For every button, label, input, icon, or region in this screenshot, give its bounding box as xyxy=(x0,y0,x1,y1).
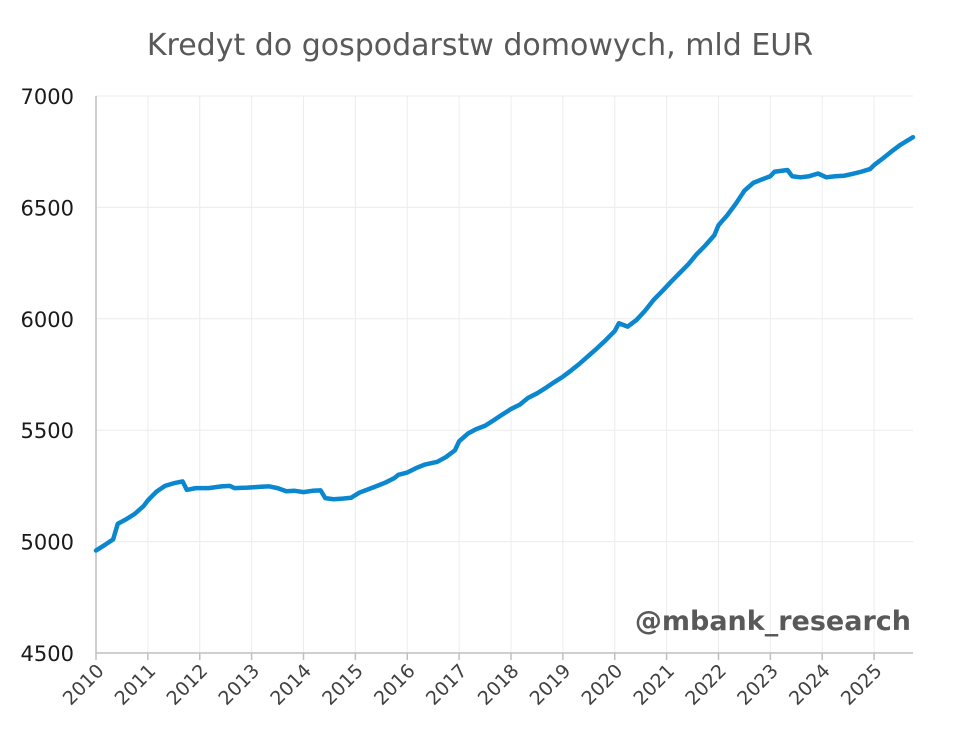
x-tick-label: 2012 xyxy=(163,660,213,710)
x-tick-label: 2020 xyxy=(578,660,628,710)
y-tick-label: 7000 xyxy=(21,85,74,109)
y-tick-label: 5500 xyxy=(21,419,74,443)
x-axis-ticks: 2010 2011 2012 2013 2014 2015 2016 2017 2018 2019… xyxy=(59,660,887,710)
x-tick-label: 2018 xyxy=(474,660,524,710)
x-tick-label: 2014 xyxy=(266,660,316,710)
series-line-0 xyxy=(93,134,916,553)
y-tick-label: 6000 xyxy=(21,308,74,332)
x-tick-label: 2016 xyxy=(370,660,420,710)
y-tick-label: 5000 xyxy=(21,531,74,555)
series-layer xyxy=(93,134,916,553)
x-tick-label: 2023 xyxy=(733,660,783,710)
axes xyxy=(95,96,913,660)
x-tick-label: 2022 xyxy=(681,660,731,710)
watermark: @mbank_research xyxy=(635,606,911,637)
y-tick-label: 6500 xyxy=(21,196,74,220)
x-tick-label: 2021 xyxy=(629,660,679,710)
x-tick-label: 2013 xyxy=(214,660,264,710)
x-tick-label: 2025 xyxy=(837,660,887,710)
x-tick-label: 2017 xyxy=(422,660,472,710)
y-axis-ticks: 4500 5000 5500 6000 6500 7000 xyxy=(21,85,74,666)
x-tick-label: 2015 xyxy=(318,660,368,710)
chart-title: Kredyt do gospodarstw domowych, mld EUR xyxy=(147,28,813,63)
x-tick-label: 2011 xyxy=(111,660,161,710)
x-tick-label: 2019 xyxy=(526,660,576,710)
grid xyxy=(95,95,913,654)
x-tick-label: 2010 xyxy=(59,660,109,710)
x-tick-label: 2024 xyxy=(785,660,835,710)
y-tick-label: 4500 xyxy=(21,642,74,666)
